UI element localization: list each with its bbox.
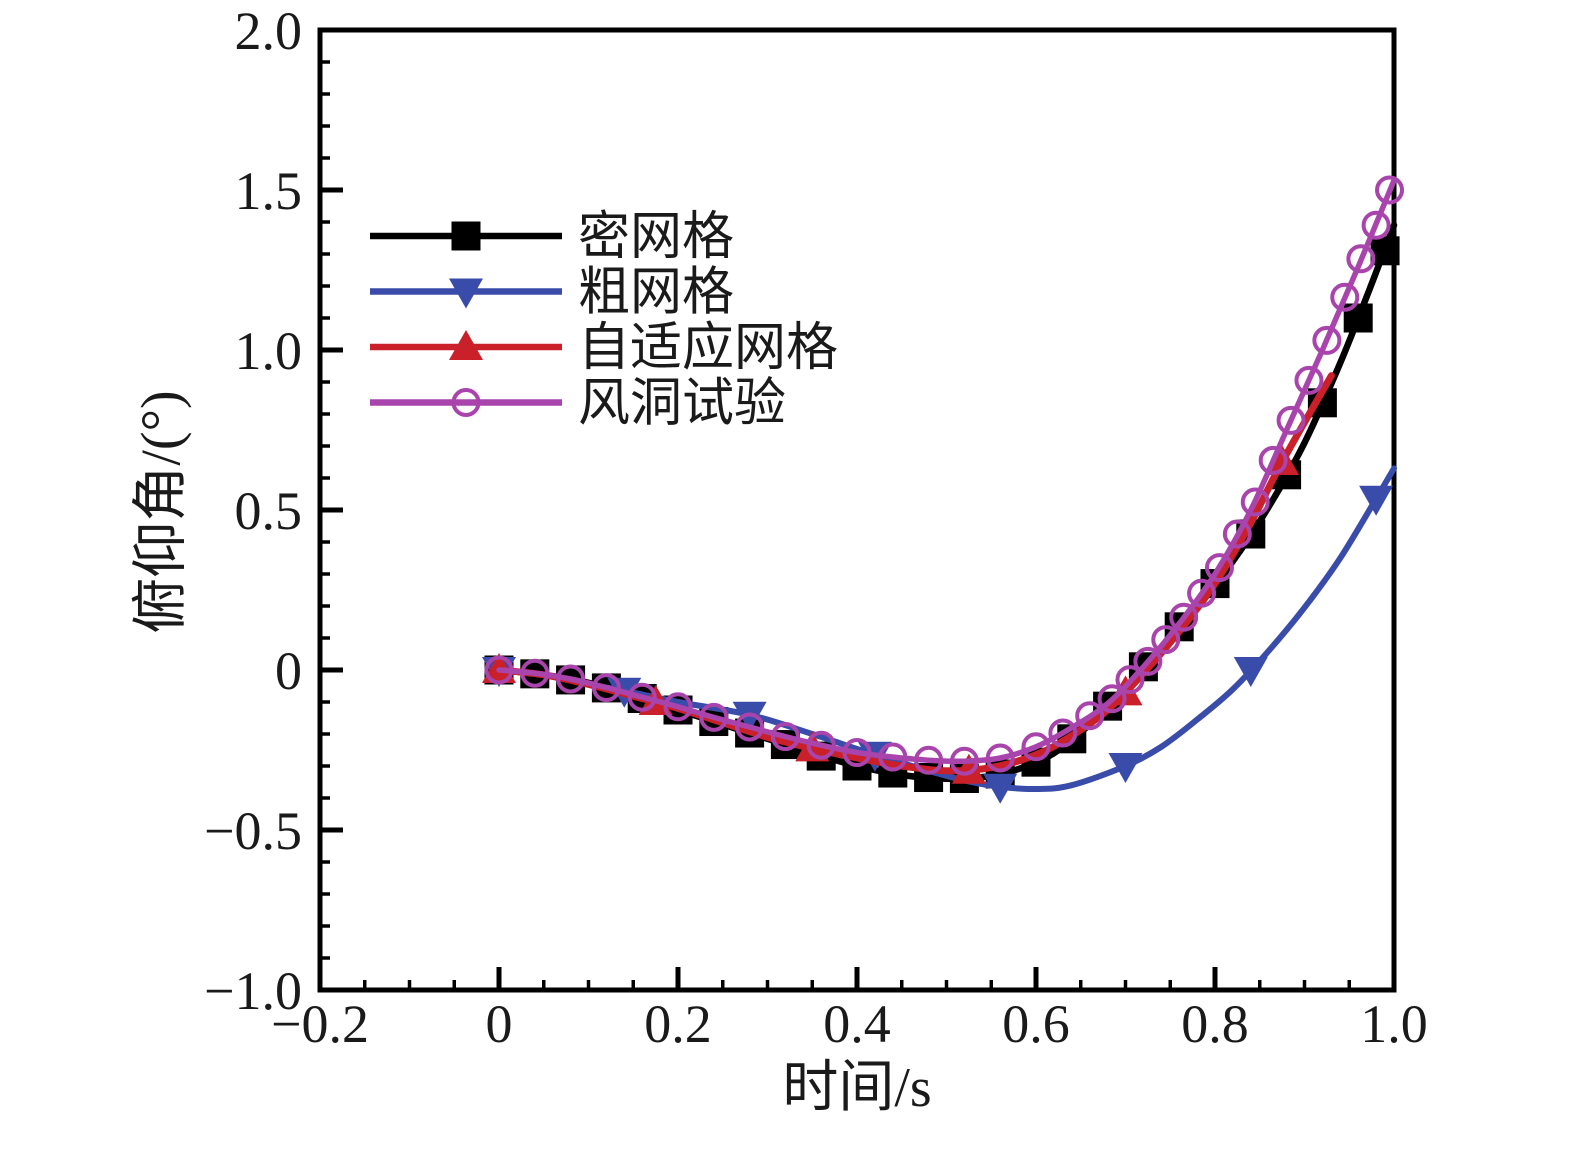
circle-open-marker xyxy=(806,730,836,760)
x-axis-title: 时间/s xyxy=(782,1057,931,1119)
circle-open-marker xyxy=(842,738,872,768)
circle-open-marker xyxy=(1361,210,1391,240)
circle-open-marker xyxy=(1346,244,1376,274)
legend-item-dense-mesh: 密网格 xyxy=(370,209,734,266)
x-tick-label: −0.2 xyxy=(271,994,369,1054)
circle-open-marker xyxy=(1375,175,1405,205)
circle-open-marker xyxy=(1294,365,1324,395)
circle-open-marker xyxy=(1204,553,1234,583)
legend-item-adaptive-mesh: 自适应网格 xyxy=(370,320,838,377)
circle-open-marker xyxy=(556,664,586,694)
series-wind-tunnel xyxy=(484,175,1405,776)
legend-label-adaptive-mesh: 自适应网格 xyxy=(578,320,838,377)
y-tick-label: 1.5 xyxy=(235,161,303,221)
circle-open-marker xyxy=(985,743,1015,773)
triangle-down-marker xyxy=(732,701,767,732)
x-tick-label: 1.0 xyxy=(1360,994,1428,1054)
y-tick-label: −0.5 xyxy=(204,801,302,861)
triangle-up-marker xyxy=(795,731,830,762)
circle-open-marker xyxy=(1097,684,1127,714)
circle-open-marker xyxy=(1133,646,1163,676)
circle-open-marker xyxy=(1187,578,1217,608)
circle-open-marker xyxy=(1222,519,1252,549)
circle-open-marker xyxy=(1075,701,1105,731)
legend-marker-adaptive-mesh xyxy=(449,330,483,360)
y-tick-label: 2.0 xyxy=(235,1,303,61)
circle-open-marker xyxy=(1021,732,1051,762)
legend-label-wind-tunnel: 风洞试验 xyxy=(578,376,786,433)
series-markers-wind-tunnel xyxy=(484,175,1405,776)
circle-open-marker xyxy=(1330,282,1360,312)
circle-open-marker xyxy=(627,682,657,712)
legend-marker-coarse-mesh xyxy=(449,278,483,309)
circle-open-marker xyxy=(1115,665,1145,695)
triangle-down-marker xyxy=(1359,485,1394,516)
legend-marker-wind-tunnel xyxy=(451,388,481,417)
circle-open-marker xyxy=(770,722,800,752)
circle-open-marker xyxy=(1276,405,1306,435)
circle-open-marker xyxy=(484,655,514,685)
series-line-wind-tunnel xyxy=(496,177,1397,765)
x-tick-label: 0.4 xyxy=(823,994,891,1054)
circle-open-marker xyxy=(699,702,729,732)
y-tick-label: 0.5 xyxy=(235,481,303,541)
legend-label-dense-mesh: 密网格 xyxy=(578,209,734,266)
y-tick-label: −1.0 xyxy=(204,961,302,1021)
triangle-down-marker xyxy=(1108,753,1143,783)
y-tick-label: 1.0 xyxy=(235,321,303,381)
circle-open-marker xyxy=(1312,325,1342,355)
x-tick-label: 0.6 xyxy=(1002,994,1070,1054)
circle-open-marker xyxy=(878,742,908,772)
circle-open-marker xyxy=(735,712,765,742)
triangle-down-marker xyxy=(1233,657,1268,687)
circle-open-marker xyxy=(949,746,979,776)
triangle-up-marker xyxy=(1265,445,1300,475)
circle-open-marker xyxy=(520,658,550,688)
circle-open-marker xyxy=(1240,487,1270,517)
x-tick-label: 0.2 xyxy=(644,994,712,1054)
legend-marker-dense-mesh xyxy=(451,221,481,251)
square-marker xyxy=(1370,236,1400,266)
circle-open-marker xyxy=(1048,718,1078,748)
legend-item-wind-tunnel: 风洞试验 xyxy=(370,376,786,433)
triangle-up-marker xyxy=(951,753,986,784)
x-tick-label: 0.8 xyxy=(1181,994,1249,1054)
circle-open-marker xyxy=(914,745,944,775)
legend-label-coarse-mesh: 粗网格 xyxy=(578,265,734,322)
circle-open-marker xyxy=(1169,602,1199,632)
y-axis-title: 俯仰角/(°) xyxy=(131,390,193,633)
y-tick-label: 0 xyxy=(275,641,302,701)
circle-open-marker xyxy=(663,692,693,722)
triangle-down-marker xyxy=(983,773,1018,804)
circle-open-marker xyxy=(1151,625,1181,655)
x-tick-label: 0 xyxy=(486,994,513,1054)
circle-open-marker xyxy=(591,673,621,703)
legend-item-coarse-mesh: 粗网格 xyxy=(370,265,734,322)
circle-open-marker xyxy=(1258,445,1288,475)
